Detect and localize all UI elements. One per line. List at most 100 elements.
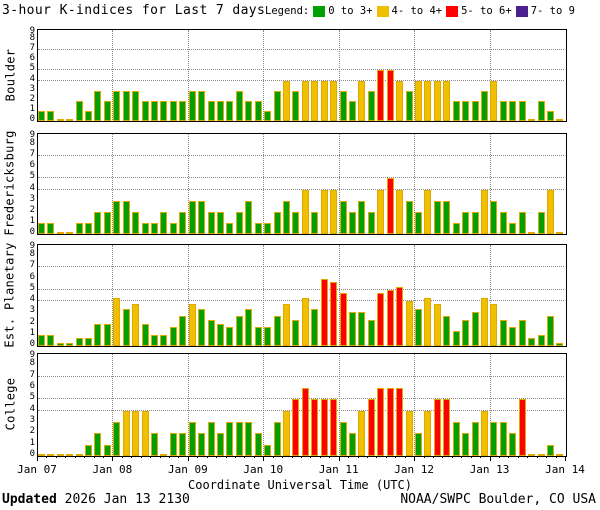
- k-index-bar: [499, 320, 507, 346]
- k-index-bar: [424, 297, 432, 346]
- threshold-gridline: [38, 409, 564, 411]
- day-tick: [489, 456, 491, 461]
- k-index-bar: [47, 222, 55, 234]
- k-index-bar: [386, 388, 394, 456]
- y-tick-label: 6: [29, 271, 35, 282]
- k-index-bar: [122, 308, 130, 346]
- k-index-bar: [292, 399, 300, 456]
- k-index-bar: [405, 90, 413, 121]
- day-gridline: [187, 30, 189, 120]
- k-index-bar: [66, 232, 74, 234]
- k-index-bar: [37, 110, 45, 121]
- station-label: Fredericksburg: [1, 130, 19, 236]
- y-tick-label: 5: [29, 63, 35, 74]
- k-index-bar: [103, 323, 111, 346]
- k-index-bar: [518, 399, 526, 456]
- x-tick-label: Jan 14: [545, 463, 585, 476]
- k-index-bar: [273, 422, 281, 456]
- y-tick-label: 7: [29, 43, 35, 54]
- k-index-bar: [452, 100, 460, 121]
- k-index-bar: [245, 308, 253, 346]
- k-index-bar: [273, 90, 281, 121]
- k-index-bar: [348, 312, 356, 346]
- y-tick-label: 8: [29, 138, 35, 149]
- k-index-bar: [311, 80, 319, 121]
- y-tick-label: 1: [29, 327, 35, 338]
- station-label: Boulder: [1, 29, 19, 120]
- k-index-bar: [47, 454, 55, 456]
- k-index-bar: [480, 297, 488, 346]
- k-index-bar: [56, 119, 64, 121]
- day-tick: [414, 456, 416, 461]
- minor-tick: [555, 456, 557, 458]
- k-index-bar: [264, 326, 272, 346]
- y-tick-label: 0: [29, 227, 35, 237]
- k-index-bar: [141, 100, 149, 121]
- minor-tick: [197, 456, 199, 458]
- k-index-bar: [66, 454, 74, 456]
- k-index-bar: [330, 282, 338, 346]
- k-index-bar: [207, 320, 215, 346]
- y-tick-label: 6: [29, 53, 35, 64]
- minor-tick: [272, 456, 274, 458]
- k-index-bar: [311, 308, 319, 346]
- minor-tick: [131, 456, 133, 458]
- k-index-bar: [188, 304, 196, 346]
- k-index-bar: [56, 454, 64, 456]
- k-index-bar: [471, 422, 479, 456]
- k-index-bar: [471, 211, 479, 234]
- k-index-bar: [254, 433, 262, 456]
- k-index-bar: [188, 200, 196, 234]
- minor-tick: [216, 456, 218, 458]
- threshold-gridline: [38, 398, 564, 400]
- k-index-bar: [339, 422, 347, 456]
- threshold-gridline: [38, 49, 564, 51]
- minor-tick: [546, 456, 548, 458]
- k-index-bar: [443, 399, 451, 456]
- day-gridline: [263, 134, 265, 233]
- k-index-bar: [235, 422, 243, 456]
- k-index-bar: [207, 211, 215, 234]
- y-tick-label: 8: [29, 33, 35, 44]
- k-index-bar: [56, 342, 64, 346]
- k-index-bar: [150, 222, 158, 234]
- k-index-bar: [37, 222, 45, 234]
- minor-tick: [55, 456, 57, 458]
- day-gridline: [338, 354, 340, 455]
- minor-tick: [93, 456, 95, 458]
- station-label-text: College: [3, 377, 17, 431]
- y-tick-label: 7: [29, 369, 35, 380]
- k-index-bar: [386, 289, 394, 346]
- y-tick-label: 9: [29, 26, 35, 36]
- station-label-text: Boulder: [3, 48, 17, 101]
- station-label-text: Fredericksburg: [3, 130, 18, 236]
- legend-item: 0 to 3+: [313, 5, 373, 17]
- legend-item-label: 0 to 3+: [328, 5, 373, 17]
- y-tick-label: 6: [29, 381, 35, 391]
- k-index-bar: [320, 399, 328, 456]
- day-gridline: [263, 245, 265, 345]
- legend-item-label: 4- to 4+: [391, 5, 443, 17]
- k-index-bar: [480, 410, 488, 456]
- day-gridline: [112, 30, 114, 120]
- y-tick-label: 3: [29, 415, 35, 425]
- k-index-bar: [377, 293, 385, 346]
- y-tick-label: 3: [29, 83, 35, 94]
- x-tick-label: Jan 11: [318, 463, 359, 476]
- chart-title: 3-hour K-indices for Last 7 days: [2, 3, 266, 18]
- day-gridline: [489, 134, 491, 233]
- legend-label: Legend:: [265, 5, 310, 17]
- k-index-bar: [216, 211, 224, 234]
- minor-tick: [46, 456, 48, 458]
- k-index-bar: [226, 222, 234, 234]
- x-tick-label: Jan 10: [243, 463, 284, 476]
- k-index-bar: [301, 189, 309, 234]
- day-gridline: [489, 30, 491, 120]
- k-index-bar: [292, 211, 300, 234]
- minor-tick: [235, 456, 236, 458]
- k-index-bar: [528, 338, 536, 346]
- k-index-bar: [254, 100, 262, 121]
- k-index-bar: [37, 334, 45, 346]
- k-index-bar: [235, 315, 243, 346]
- k-index-bar: [509, 433, 517, 456]
